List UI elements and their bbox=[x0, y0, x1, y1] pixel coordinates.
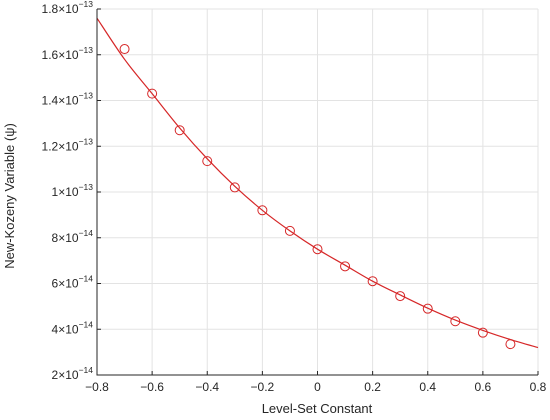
y-tick-label: 6×10−14 bbox=[52, 274, 94, 291]
y-tick-label: 1×10−13 bbox=[52, 182, 94, 199]
x-tick-label: 0.4 bbox=[419, 380, 436, 394]
data-point bbox=[147, 88, 158, 99]
x-tick-label: 0 bbox=[314, 380, 321, 394]
data-point bbox=[450, 316, 461, 327]
data-point bbox=[477, 327, 488, 338]
data-point bbox=[422, 303, 433, 314]
y-tick-label: 1.4×10−13 bbox=[42, 91, 94, 108]
data-point bbox=[257, 205, 268, 216]
axes-layer bbox=[96, 8, 539, 376]
grid-layer bbox=[96, 8, 539, 376]
data-point bbox=[367, 276, 378, 287]
series-layer bbox=[96, 17, 539, 350]
data-point bbox=[505, 339, 516, 350]
x-tick-label: 0.8 bbox=[530, 380, 547, 394]
y-tick-label: 2×10−14 bbox=[52, 365, 94, 382]
data-point bbox=[229, 182, 240, 193]
data-point bbox=[202, 156, 213, 167]
tick-labels: −0.8 −0.6 −0.4 −0.2 0 0.2 0.4 0.6 0.8 2×10−14 4×10… bbox=[42, 0, 547, 394]
x-tick-label: 0.6 bbox=[475, 380, 492, 394]
x-tick-label: −0.6 bbox=[140, 380, 164, 394]
y-tick-label: 1.8×10−13 bbox=[42, 0, 94, 16]
x-tick-label: 0.2 bbox=[364, 380, 381, 394]
data-point bbox=[174, 125, 185, 136]
x-tick-label: −0.4 bbox=[195, 380, 219, 394]
y-tick-label: 8×10−14 bbox=[52, 228, 94, 245]
x-tick-label: −0.8 bbox=[85, 380, 109, 394]
y-axis-label: New-Kozeny Variable (ψ) bbox=[2, 123, 17, 269]
x-axis-label: Level-Set Constant bbox=[262, 401, 373, 416]
data-point bbox=[284, 225, 295, 236]
data-point bbox=[119, 44, 130, 55]
y-tick-label: 1.2×10−13 bbox=[42, 136, 94, 153]
data-point bbox=[340, 261, 351, 272]
y-tick-label: 1.6×10−13 bbox=[42, 45, 94, 62]
data-point bbox=[395, 291, 406, 302]
x-tick-label: −0.2 bbox=[251, 380, 275, 394]
data-point bbox=[312, 244, 323, 255]
y-tick-label: 4×10−14 bbox=[52, 319, 94, 336]
fit-curve bbox=[96, 17, 539, 349]
